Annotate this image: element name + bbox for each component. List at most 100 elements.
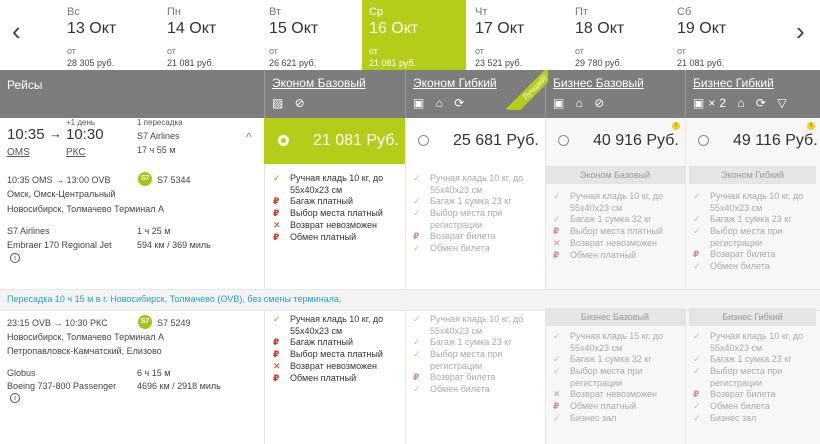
price-value: 40 916 Руб. [593, 132, 679, 149]
feature-item: ✓ Багаж 1 сумка 23 кг [693, 214, 818, 225]
cross-icon: ✕ [553, 389, 561, 399]
ruble-icon: ₽ [273, 232, 280, 242]
radio-selected[interactable] [278, 135, 289, 146]
day-of-week: Сб [677, 6, 692, 18]
info-icon[interactable]: i [10, 253, 20, 263]
radio-button[interactable] [418, 135, 429, 146]
fare-name[interactable]: Эконом Базовый [272, 76, 366, 90]
fare-header-business-flex[interactable]: Бизнес Гибкий ▣×2 ⌂ ⟳ ▽ [685, 70, 820, 118]
s7-logo: S7 [138, 172, 152, 186]
feature-item: ✓ Ручная кладь 10 кг, до [693, 191, 818, 202]
fare-name[interactable]: Бизнес Гибкий [693, 76, 774, 90]
feature-item: ✓ Багаж 1 сумка 23 кг [413, 196, 538, 207]
fare-header-econom-basic[interactable]: Эконом Базовый ▨ ⊘ [264, 70, 405, 118]
divider [264, 118, 265, 444]
feature-item: ✕ Возврат невозможен [553, 389, 678, 400]
s7-logo: S7 [138, 315, 152, 329]
min-price: 21 081 руб. [167, 58, 215, 68]
check-icon: ✓ [553, 354, 561, 364]
prev-dates-button[interactable]: ‹ [12, 16, 21, 46]
date-cell-16-selected[interactable]: Ср 16 Окт от 21 081 руб. [362, 0, 466, 70]
segment-aircraft: Embraer 170 Regional Jet [7, 240, 112, 250]
fare-name[interactable]: Бизнес Базовый [553, 76, 644, 90]
flights-header-label: Рейсы [7, 78, 43, 92]
check-icon: ✓ [413, 196, 421, 206]
feature-item: ✓ Выбор места при [693, 226, 818, 237]
from-label: от [575, 46, 584, 56]
price-econom-flex[interactable]: 25 681 Руб. [405, 118, 545, 164]
arrival-code[interactable]: РКС [66, 147, 86, 158]
feature-text: Багаж 1 сумка 23 кг [710, 354, 792, 364]
feature-item: ✓ Ручная кладь 10 кг, до [553, 191, 678, 202]
fare-name[interactable]: Эконом Гибкий [413, 76, 497, 90]
feature-text: Ручная кладь 10 кг, до [430, 314, 524, 324]
date-cell-15[interactable]: Вт 15 Окт от 26 621 руб. [262, 0, 360, 70]
fare-features-icons: ▣ ⌂ ⟳ [413, 96, 469, 110]
check-icon: ✓ [693, 354, 701, 364]
feature-text: 55x40x23 см [430, 185, 483, 195]
feature-item: ✓ Бизнес зал [693, 413, 818, 424]
feature-text: Обмен платный [570, 401, 637, 411]
min-price: 26 621 руб. [269, 58, 317, 68]
fare-header-econom-flex[interactable]: Эконом Гибкий ▣ ⌂ ⟳ [405, 70, 545, 118]
feature-text: Обмен билета [710, 261, 770, 271]
collapse-chevron-icon[interactable]: ^ [246, 130, 252, 144]
price-business-basic[interactable]: 40 916 Руб. ! [545, 118, 685, 164]
radio-button[interactable] [558, 135, 569, 146]
segment-airline: Globus [7, 368, 36, 378]
departure-time: 10:35 [7, 126, 45, 143]
date-cell-19[interactable]: Сб 19 Окт от 21 081 руб. [670, 0, 774, 70]
feature-text: Ручная кладь 10 кг, до [710, 191, 804, 201]
feature-item: ✓ Багаж 1 сумка 32 кг [553, 354, 678, 365]
date-label: 13 Окт [67, 20, 117, 37]
fare-header: Эконом Базовый ▨ ⊘ Эконом Гибкий ▣ ⌂ ⟳ Б… [0, 70, 820, 118]
flight-number: S7 5249 [157, 318, 191, 328]
feature-item: ✓ Обмен билета [693, 401, 818, 412]
ruble-icon: ₽ [273, 337, 280, 347]
feature-text: 55x40x23 см [290, 185, 343, 195]
seg1-business-basic-fare-label: Эконом Базовый [545, 166, 685, 184]
price-econom-basic-selected[interactable]: 21 081 Руб. [264, 118, 405, 164]
feature-text: Выбор места при [710, 226, 783, 236]
check-icon: ✓ [553, 191, 561, 201]
day-of-week: Пн [167, 6, 181, 18]
feature-item: ✓ Багаж 1 сумка 23 кг [413, 337, 538, 348]
info-icon[interactable]: i [10, 393, 20, 403]
radio-button[interactable] [698, 135, 709, 146]
min-price: 29 780 руб. [575, 58, 623, 68]
feature-item: ₽ Багаж платный [273, 337, 398, 348]
transfers-count: 1 пересадка [137, 118, 183, 127]
date-cell-13[interactable]: Вс 13 Окт от 28 305 руб. [60, 0, 158, 70]
feature-item: ✓ Багаж 1 сумка 32 кг [553, 214, 678, 225]
feature-text: 55x40x23 см [710, 343, 763, 353]
best-ribbon: Лучший! [496, 70, 548, 110]
departure-code[interactable]: OMS [7, 147, 30, 158]
next-dates-button[interactable]: › [796, 16, 805, 46]
price-business-flex[interactable]: 49 116 Руб. ! [685, 118, 820, 164]
date-cell-14[interactable]: Пн 14 Окт от 21 081 руб. [160, 0, 258, 70]
date-cell-17[interactable]: Чт 17 Окт от 23 521 руб. [468, 0, 566, 70]
feature-item: 55x40x23 см [553, 203, 678, 214]
feature-item: ₽ Багаж платный [273, 196, 398, 207]
divider [685, 118, 686, 444]
feature-text: Возврат невозможен [290, 220, 378, 230]
check-icon: ✓ [413, 349, 421, 359]
date-cell-18[interactable]: Пт 18 Окт от 29 780 руб. [568, 0, 666, 70]
segment-times: 23:15 OVB → 10:30 РКС [7, 318, 108, 328]
date-label: 19 Окт [677, 20, 727, 37]
warning-icon: ! [807, 122, 815, 130]
feature-text: Багаж 1 сумка 23 кг [710, 214, 792, 224]
best-ribbon-label: Лучший! [506, 70, 548, 110]
check-icon: ✓ [553, 331, 561, 341]
cross-icon: ✕ [273, 361, 281, 371]
from-label: от [67, 46, 76, 56]
feature-text: Возврат невозможен [570, 238, 658, 248]
fare-header-business-basic[interactable]: Бизнес Базовый ▣ ⌂ ⊘ [545, 70, 685, 118]
price-value: 21 081 Руб. [313, 132, 399, 149]
feature-item: ✓ Багаж 1 сумка 23 кг [693, 354, 818, 365]
feature-text: Возврат билета [430, 372, 496, 382]
ruble-icon: ₽ [693, 249, 700, 259]
feature-text: Обмен платный [290, 232, 357, 242]
feature-text: Выбор места платный [290, 349, 383, 359]
check-icon: ✓ [693, 226, 701, 236]
